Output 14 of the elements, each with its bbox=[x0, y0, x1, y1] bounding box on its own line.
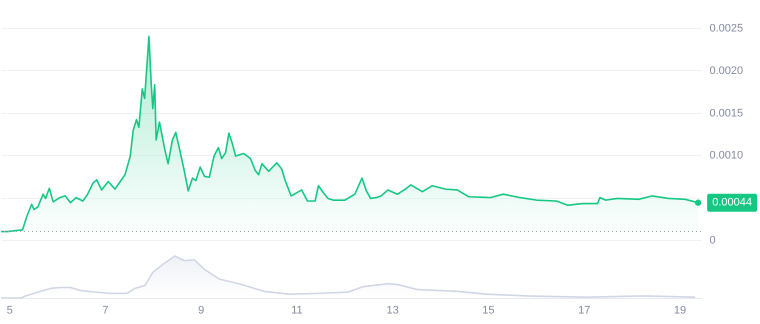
x-tick-label: 13 bbox=[386, 304, 399, 316]
x-tick-label: 11 bbox=[291, 304, 303, 316]
y-tick-label: 0.0025 bbox=[710, 22, 744, 34]
x-tick-label: 17 bbox=[578, 304, 590, 316]
x-tick-label: 5 bbox=[6, 304, 13, 316]
x-tick-label: 15 bbox=[482, 304, 495, 316]
x-tick-label: 7 bbox=[102, 304, 108, 316]
y-tick-label: 0.0015 bbox=[710, 107, 744, 120]
y-tick-label: 0.0020 bbox=[710, 64, 744, 77]
x-tick-label: 9 bbox=[198, 304, 204, 316]
x-tick-label: 19 bbox=[674, 304, 686, 316]
annotation: 0.00044 bbox=[712, 196, 752, 209]
y-tick-label: 0.0010 bbox=[710, 150, 744, 162]
y-tick-label: 0 bbox=[710, 234, 716, 246]
